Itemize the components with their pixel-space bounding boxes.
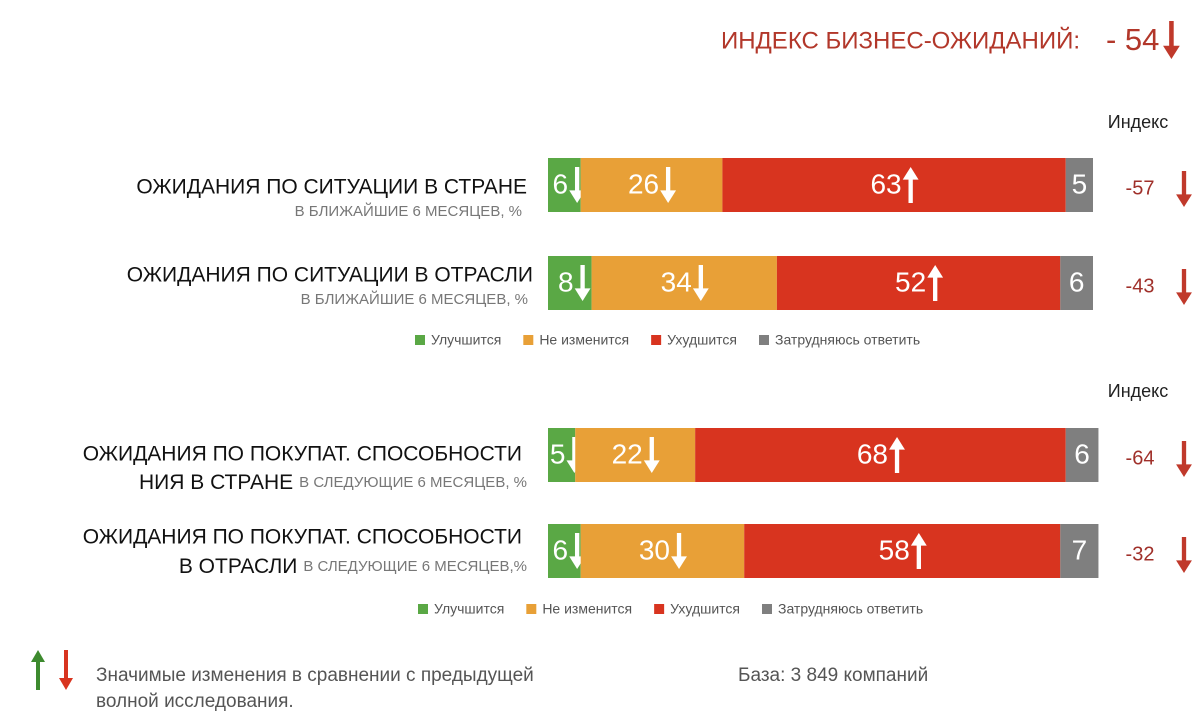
bar-segment: [575, 428, 696, 482]
row-note: В БЛИЖАЙШИЕ 6 МЕСЯЦЕВ, %: [301, 290, 528, 308]
legend-label: Затрудняюсь ответить: [778, 601, 923, 617]
index-arrow: [1176, 441, 1192, 477]
arrow-head: [910, 533, 927, 546]
arrow-head: [692, 288, 709, 301]
arrow-head: [574, 288, 591, 301]
legend-label: Улучшится: [434, 601, 504, 617]
value-label: 68: [857, 438, 888, 469]
value-label: 58: [879, 534, 910, 565]
index-arrow: [1176, 171, 1192, 207]
legend-swatch: [526, 604, 537, 614]
legend-label: Не изменится: [542, 601, 632, 617]
value-label: 6: [553, 168, 569, 199]
trend-arrow: [902, 167, 919, 203]
value-label: 34: [661, 266, 692, 297]
legend-label: Улучшится: [431, 332, 501, 348]
row-note: В СЛЕДУЮЩИЕ 6 МЕСЯЦЕВ, %: [299, 474, 527, 491]
arrow-head: [1163, 45, 1180, 59]
value-label: 5: [1072, 168, 1088, 199]
trend-arrow: [692, 265, 709, 301]
row-label: ОЖИДАНИЯ ПО СИТУАЦИИ В СТРАНЕ: [136, 176, 527, 199]
bar-segment: [580, 524, 745, 578]
trend-arrow: [889, 437, 905, 473]
trend-arrow: [574, 265, 591, 301]
legend-swatch: [759, 335, 769, 345]
legend-label: Ухудшится: [667, 332, 737, 348]
header-title: ИНДЕКС БИЗНЕС-ОЖИДАНИЙ:: [721, 26, 1080, 54]
index-value: -32: [1126, 543, 1155, 565]
value-label: 8: [558, 266, 574, 297]
bar-segment: [695, 428, 1066, 482]
arrow-head: [660, 190, 677, 203]
index-value: -64: [1126, 447, 1155, 469]
index-arrow: [1176, 269, 1192, 305]
arrow-head: [671, 556, 687, 569]
bar-segment: [580, 158, 723, 212]
trend-arrow: [671, 533, 687, 569]
footer-note: волной исследования.: [96, 691, 294, 712]
bar-segment: [591, 256, 777, 310]
bar-segment: [548, 428, 576, 482]
value-label: 52: [895, 266, 926, 297]
row-note: В СЛЕДУЮЩИЕ 6 МЕСЯЦЕВ,%: [303, 558, 527, 575]
row-label: ОЖИДАНИЯ ПО СИТУАЦИИ В ОТРАСЛИ: [127, 264, 533, 287]
arrow-head: [927, 265, 944, 278]
bar-segment: [776, 256, 1061, 310]
value-label: 22: [612, 438, 643, 469]
value-label: 63: [870, 168, 901, 199]
value-label: 6: [553, 534, 569, 565]
arrow-head: [1176, 194, 1192, 207]
row-note: В БЛИЖАЙШИЕ 6 МЕСЯЦЕВ, %: [295, 202, 522, 220]
arrow-head: [1176, 292, 1192, 305]
value-label: 6: [1069, 266, 1085, 297]
row-label: В ОТРАСЛИ В СЛЕДУЮЩИЕ 6 МЕСЯЦЕВ,%: [179, 555, 527, 578]
value-label: 5: [550, 438, 566, 469]
index-title: Индекс: [1108, 112, 1168, 132]
trend-arrow: [643, 437, 660, 473]
trend-arrow: [927, 265, 944, 301]
legend-label: Не изменится: [539, 332, 629, 348]
legend-swatch: [654, 604, 665, 614]
legend-swatch: [651, 335, 662, 345]
header-value: - 54: [1106, 22, 1159, 57]
index-arrow: [1176, 537, 1192, 573]
bar-segment: [1060, 256, 1093, 310]
footer-note: Значимые изменения в сравнении с предыду…: [96, 665, 534, 686]
row-label-line: В ОТРАСЛИ: [179, 555, 298, 578]
arrow-head: [902, 167, 919, 180]
trend-arrow: [660, 167, 677, 203]
legend-swatch: [415, 335, 425, 345]
value-label: 6: [1074, 438, 1090, 469]
index-value: -57: [1126, 177, 1155, 199]
arrow-head: [643, 460, 660, 473]
arrow-head: [1176, 464, 1192, 477]
value-label: 26: [628, 168, 659, 199]
legend-swatch: [762, 604, 772, 614]
footer-base: База: 3 849 компаний: [738, 665, 928, 686]
row-label: ОЖИДАНИЯ ПО ПОКУПАТ. СПОСОБНОСТИ: [83, 443, 522, 466]
trend-arrow: [910, 533, 927, 569]
bar-segment: [722, 158, 1066, 212]
legend-arrows: [31, 650, 73, 690]
legend-swatch: [418, 604, 428, 614]
value-label: 7: [1072, 534, 1088, 565]
row-label-line: НИЯ В СТРАНЕ: [139, 471, 293, 494]
index-value: -43: [1126, 275, 1155, 297]
bar-segment: [1065, 428, 1099, 482]
legend-label: Ухудшится: [670, 601, 740, 617]
arrow-head: [1176, 560, 1192, 573]
bar-segment: [1060, 524, 1099, 578]
row-label: НИЯ В СТРАНЕ В СЛЕДУЮЩИЕ 6 МЕСЯЦЕВ, %: [139, 471, 527, 494]
index-title: Индекс: [1108, 381, 1168, 401]
header-arrow: [1163, 21, 1180, 59]
row-label: ОЖИДАНИЯ ПО ПОКУПАТ. СПОСОБНОСТИ: [83, 526, 522, 549]
legend-label: Затрудняюсь ответить: [775, 332, 920, 348]
bar-segment: [744, 524, 1061, 578]
bar-segment: [1065, 158, 1093, 212]
value-label: 30: [639, 534, 670, 565]
legend-swatch: [523, 335, 534, 345]
arrow-head: [889, 437, 905, 450]
